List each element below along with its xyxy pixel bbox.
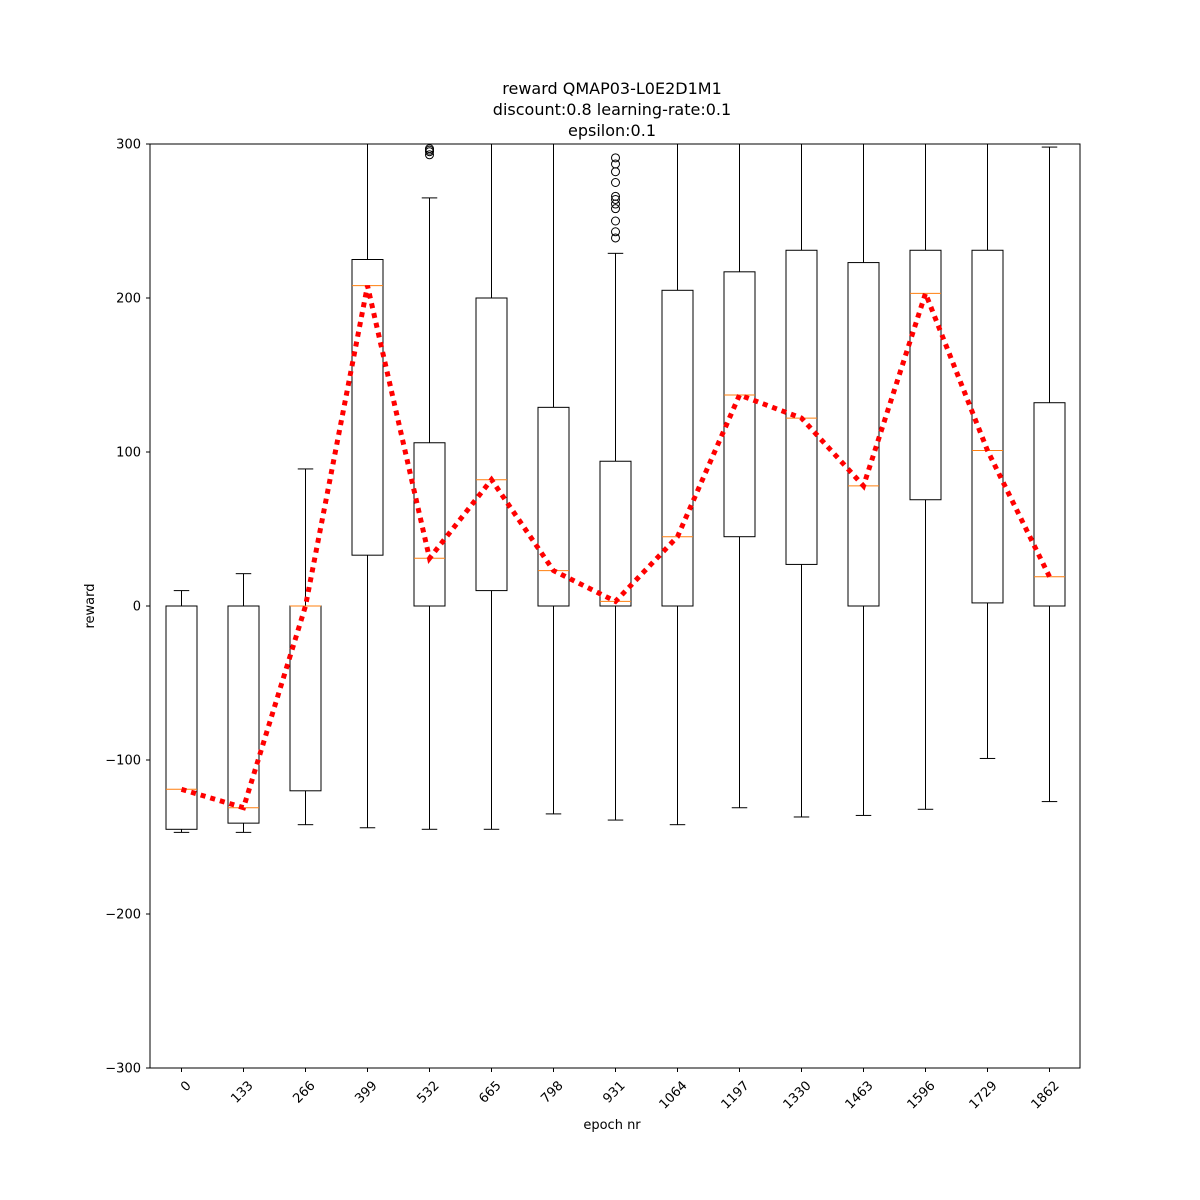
outlier-point	[611, 191, 620, 201]
y-tick-label: 300	[116, 138, 141, 153]
y-axis: −300 −200 −100 0 100 200 300	[105, 138, 150, 1077]
box-body	[847, 262, 880, 607]
box-body	[909, 249, 942, 501]
outlier-point	[611, 204, 620, 214]
box-body	[661, 289, 694, 607]
trend-line	[180, 285, 1052, 811]
box-1463	[847, 143, 880, 816]
plot-area	[165, 143, 1066, 833]
y-tick-label: −300	[105, 1062, 141, 1077]
outlier-point	[611, 178, 620, 187]
box-body	[351, 259, 384, 556]
box-1197	[723, 143, 756, 809]
y-tick-label: 100	[116, 446, 141, 461]
box-body	[723, 271, 756, 538]
y-tick-label: 0	[133, 600, 141, 615]
chart-title: reward QMAP03-L0E2D1M1 discount:0.8 lear…	[493, 79, 731, 140]
box-body	[227, 605, 260, 824]
box-body	[475, 297, 508, 592]
box-body	[413, 442, 446, 607]
box-665	[475, 143, 508, 830]
title-line-1: reward QMAP03-L0E2D1M1	[502, 79, 722, 98]
box-body	[165, 605, 198, 830]
outlier-point	[611, 194, 620, 204]
y-tick-label: 200	[116, 292, 141, 307]
x-axis-label: epoch nr	[583, 1118, 641, 1133]
outlier-point	[611, 227, 620, 237]
box-931	[599, 153, 632, 821]
box-1729	[971, 143, 1004, 759]
box-798	[537, 143, 570, 815]
box-1596	[909, 143, 942, 810]
title-line-3: epsilon:0.1	[568, 121, 656, 140]
box-body	[537, 406, 570, 607]
y-axis-label: reward	[83, 583, 98, 628]
box-532	[413, 144, 446, 830]
box-0	[165, 590, 198, 833]
box-body	[971, 249, 1004, 604]
outlier-point	[611, 153, 620, 163]
outlier-point	[425, 150, 434, 160]
y-tick-label: −200	[105, 908, 141, 923]
box-body	[785, 249, 818, 565]
outlier-point	[611, 233, 620, 243]
box-266	[289, 468, 322, 826]
box-body	[599, 460, 632, 607]
outlier-point	[611, 216, 620, 226]
outlier-point	[611, 159, 620, 169]
box-body	[1033, 402, 1066, 607]
title-line-2: discount:0.8 learning-rate:0.1	[493, 100, 731, 119]
outlier-point	[425, 144, 434, 154]
y-tick-label: −100	[105, 754, 141, 769]
box-1064	[661, 143, 694, 826]
box-1862	[1033, 146, 1066, 803]
